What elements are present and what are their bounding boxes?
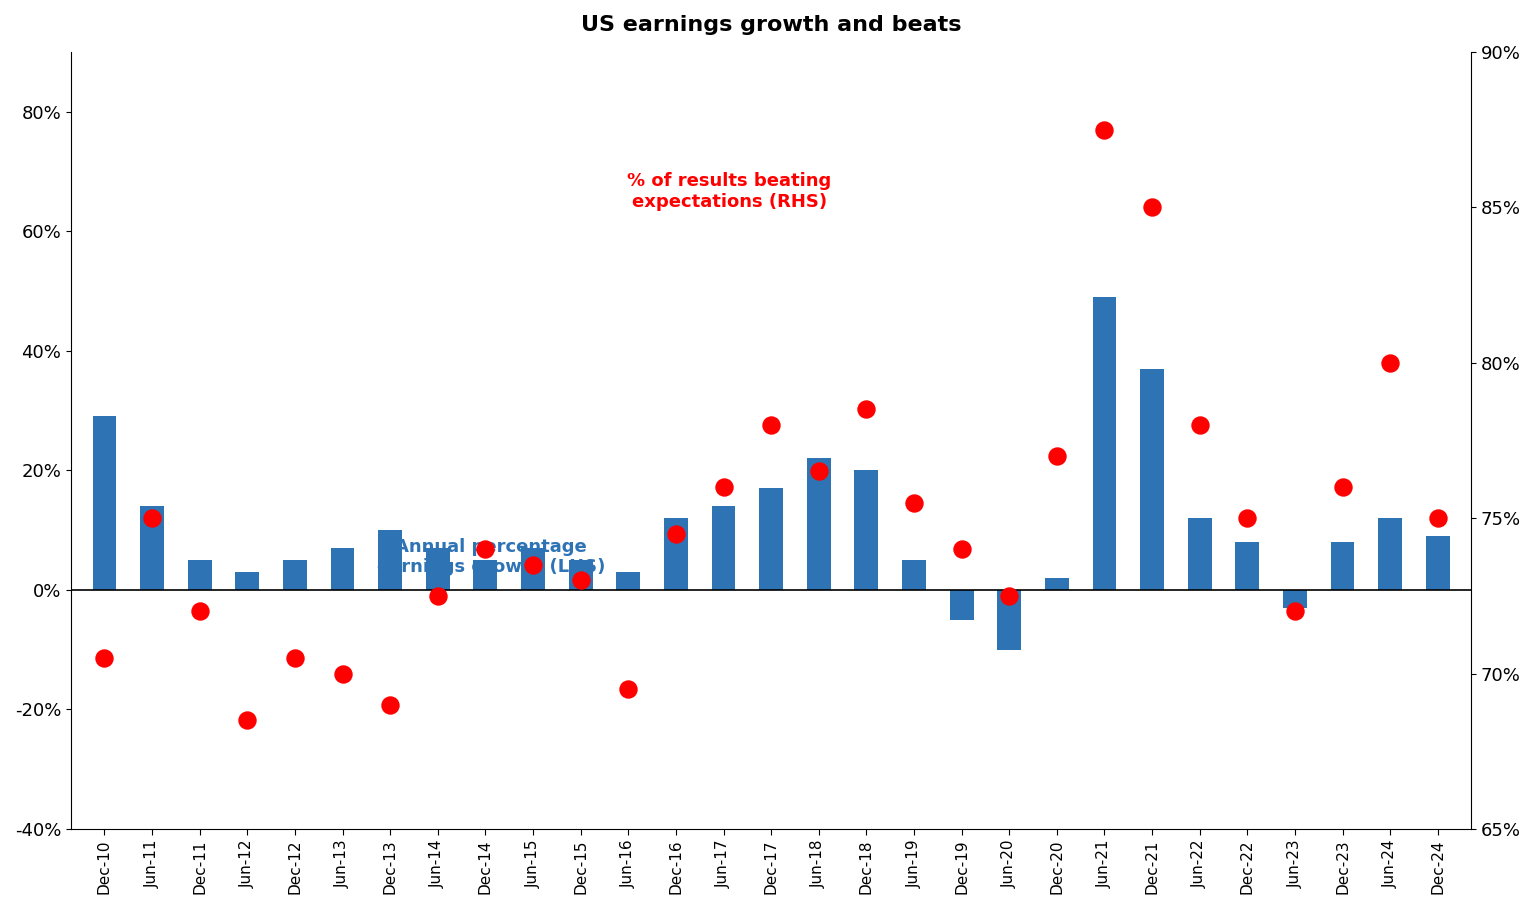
Point [1378,355,1402,370]
Text: % of results beating
expectations (RHS): % of results beating expectations (RHS) [627,173,831,211]
Bar [997,590,1021,650]
Point [330,666,355,681]
Bar [187,560,212,590]
Point [378,697,402,712]
Bar [616,572,641,590]
Point [997,588,1021,603]
Point [283,651,307,665]
Point [902,495,926,510]
Bar [711,506,736,590]
Point [1283,604,1307,619]
Point [425,588,450,603]
Bar [664,518,688,590]
Point [1187,417,1212,432]
Point [616,682,641,696]
Point [1140,200,1164,215]
Bar [1330,542,1355,590]
Point [1092,123,1117,137]
Bar [330,548,355,590]
Point [949,542,974,556]
Point [140,511,164,525]
Point [92,651,117,665]
Point [711,480,736,494]
Bar [473,560,498,590]
Point [1330,480,1355,494]
Bar [854,470,879,590]
Bar [1092,297,1117,590]
Point [1235,511,1260,525]
Bar [1187,518,1212,590]
Bar [378,530,402,590]
Bar [1235,542,1260,590]
Text: Annual percentage
earnings growth (LHS): Annual percentage earnings growth (LHS) [376,537,605,576]
Bar [521,548,545,590]
Title: US earnings growth and beats: US earnings growth and beats [581,15,962,35]
Bar [1140,369,1164,590]
Point [187,604,212,619]
Bar [759,488,783,590]
Bar [568,560,593,590]
Bar [902,560,926,590]
Bar [949,590,974,620]
Point [759,417,783,432]
Point [806,464,831,479]
Bar [1283,590,1307,608]
Bar [1378,518,1402,590]
Point [235,713,260,727]
Point [664,526,688,541]
Bar [283,560,307,590]
Point [521,557,545,572]
Bar [1425,536,1450,590]
Point [1425,511,1450,525]
Bar [425,548,450,590]
Bar [1044,578,1069,590]
Point [1044,449,1069,464]
Bar [92,416,117,590]
Bar [235,572,260,590]
Point [854,402,879,416]
Point [473,542,498,556]
Bar [806,458,831,590]
Point [568,573,593,587]
Bar [140,506,164,590]
